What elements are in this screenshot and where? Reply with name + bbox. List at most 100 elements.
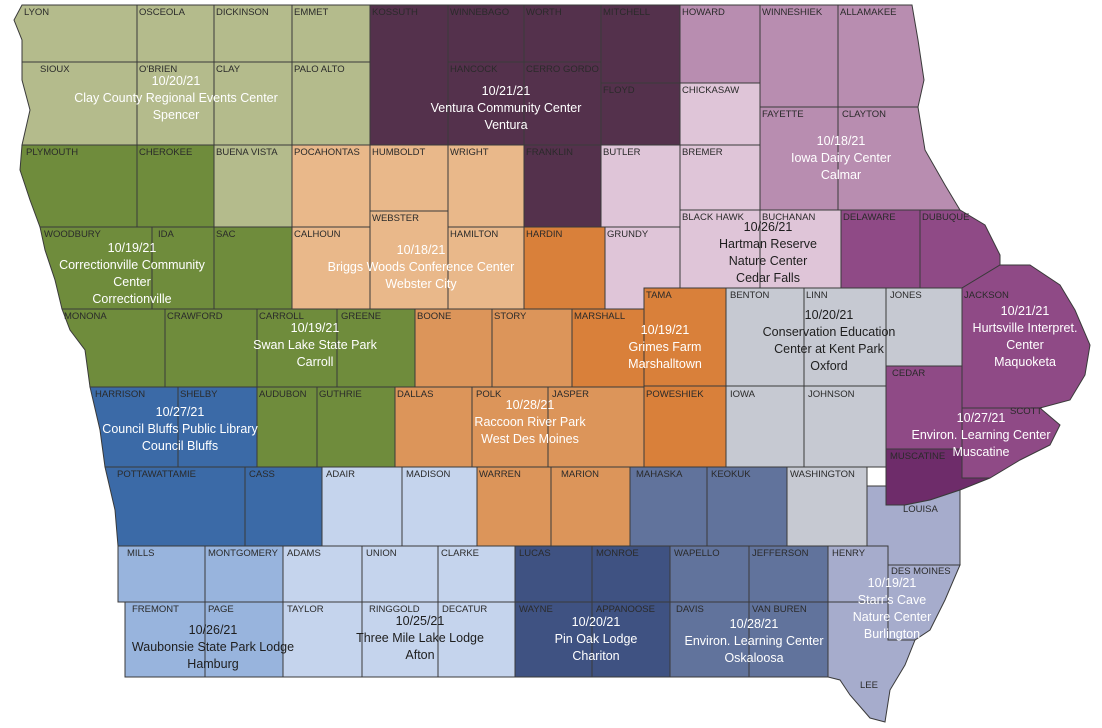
county-page — [204, 601, 284, 678]
event-city: Chariton — [572, 649, 620, 663]
county-lucas — [514, 545, 593, 603]
event-venue: Briggs Woods Conference Center — [327, 260, 515, 274]
event-oskaloosa: 10/28/21 Environ. Learning Center Oskalo… — [685, 616, 824, 667]
county-label-kossuth: KOSSUTH — [372, 7, 418, 18]
event-spencer: 10/20/21 Clay County Regional Events Cen… — [74, 73, 278, 124]
event-venue: Ventura Community Center — [430, 101, 582, 115]
event-venue: Hurtsville Interpret. — [972, 321, 1078, 335]
event-calmar: 10/18/21 Iowa Dairy Center Calmar — [791, 133, 891, 184]
county-label-carroll: CARROLL — [259, 311, 304, 322]
county-butler — [600, 144, 681, 228]
county-lee — [827, 601, 916, 723]
county-label-davis: DAVIS — [676, 604, 704, 615]
county-label-muscatine: MUSCATINE — [890, 451, 946, 462]
event-city: Oxford — [810, 359, 848, 373]
event-date: 10/20/21 — [804, 308, 854, 322]
event-correctionville: 10/19/21 Correctionville Community Cente… — [59, 240, 205, 308]
county-label-iowa: IOWA — [730, 389, 755, 400]
county-label-greene: GREENE — [341, 311, 382, 322]
event-date: 10/26/21 — [188, 623, 238, 637]
event-city: Cedar Falls — [736, 271, 800, 285]
county-label-crawford: CRAWFORD — [167, 311, 223, 322]
county-hardin — [523, 226, 606, 310]
event-cedar-falls: 10/26/21 Hartman Reserve Nature Center C… — [719, 219, 817, 287]
county-label-floyd: FLOYD — [603, 85, 635, 96]
county-label-adams: ADAMS — [287, 548, 321, 559]
county-label-monroe: MONROE — [596, 548, 639, 559]
county-winneshiek — [759, 4, 839, 108]
event-chariton: 10/20/21 Pin Oak Lodge Chariton — [555, 614, 638, 665]
county-label-hardin: HARDIN — [526, 229, 563, 240]
event-date: 10/19/21 — [640, 323, 690, 337]
county-label-clayton: CLAYTON — [842, 109, 886, 120]
county-label-cedar: CEDAR — [892, 368, 926, 379]
county-label-washington: WASHINGTON — [790, 469, 855, 480]
county-label-franklin: FRANKLIN — [526, 147, 573, 158]
county-label-johnson: JOHNSON — [808, 389, 855, 400]
county-label-lyon: LYON — [24, 7, 50, 18]
county-crawford — [164, 308, 258, 388]
county-montgomery — [204, 545, 284, 603]
event-city: Correctionville — [92, 292, 172, 306]
event-city: Spencer — [152, 108, 200, 122]
county-label-sac: SAC — [216, 229, 236, 240]
county-linn — [803, 287, 887, 387]
county-iowa — [725, 385, 805, 468]
county-label-mahaska: MAHASKA — [636, 469, 683, 480]
county-label-buena-vista: BUENA VISTA — [216, 147, 278, 158]
event-date: 10/27/21 — [956, 411, 1006, 425]
county-label-emmet: EMMET — [294, 7, 329, 18]
event-city: Oskaloosa — [724, 651, 784, 665]
event-date: 10/27/21 — [155, 405, 205, 419]
event-west-des-moines: 10/28/21 Raccoon River Park West Des Moi… — [474, 397, 585, 448]
county-cedar — [885, 365, 963, 450]
county-label-humboldt: HUMBOLDT — [372, 147, 426, 158]
event-burlington: 10/19/21 Starr's Cave Nature Center Burl… — [853, 575, 932, 643]
event-venue: Iowa Dairy Center — [790, 151, 892, 165]
county-label-pottawattamie: POTTAWATTAMIE — [117, 469, 196, 480]
county-shelby — [177, 386, 258, 468]
county-calhoun — [291, 226, 371, 310]
county-label-buchanan: BUCHANAN — [762, 212, 816, 223]
county-label-louisa: LOUISA — [903, 504, 938, 515]
county-label-hancock: HANCOCK — [450, 64, 498, 75]
event-oxford: 10/20/21 Conservation Education Center a… — [763, 307, 896, 375]
event-maquoketa: 10/21/21 Hurtsville Interpret. Center Ma… — [973, 303, 1078, 371]
county-label-jasper: JASPER — [552, 389, 589, 400]
county-label-henry: HENRY — [832, 548, 866, 559]
county-story — [491, 308, 573, 388]
event-venue: Environ. Learning Center — [684, 634, 824, 648]
event-ventura: 10/21/21 Ventura Community Center Ventur… — [431, 83, 582, 134]
county-label-wapello: WAPELLO — [674, 548, 720, 559]
event-afton: 10/25/21 Three Mile Lake Lodge Afton — [356, 613, 484, 664]
event-city: Webster City — [385, 277, 457, 291]
event-council-bluffs: 10/27/21 Council Bluffs Public Library C… — [102, 404, 257, 455]
event-date: 10/28/21 — [729, 617, 779, 631]
county-fayette — [759, 106, 839, 211]
county-label-fremont: FREMONT — [132, 604, 179, 615]
event-date: 10/28/21 — [505, 398, 555, 412]
event-date: 10/21/21 — [1000, 304, 1050, 318]
county-label-palo-alto: PALO ALTO — [294, 64, 345, 75]
county-label-scott: SCOTT — [1010, 406, 1043, 417]
county-label-cherokee: CHEROKEE — [139, 147, 193, 158]
event-city: Carroll — [296, 355, 334, 369]
county-van-buren — [748, 601, 829, 678]
event-date: 10/20/21 — [151, 74, 201, 88]
event-date: 10/25/21 — [395, 614, 445, 628]
county-audubon — [256, 386, 318, 468]
event-city: West Des Moines — [481, 432, 579, 446]
county-label-des-moines: DES MOINES — [891, 566, 951, 577]
county-label-osceola: OSCEOLA — [139, 7, 185, 18]
county-label-jefferson: JEFFERSON — [752, 548, 809, 559]
event-venue: Hartman Reserve — [719, 237, 817, 251]
county-label-dubuque: DUBUQUE — [922, 212, 970, 223]
county-label-winneshiek: WINNESHIEK — [762, 7, 823, 18]
county-wayne — [514, 601, 593, 678]
county-label-polk: POLK — [476, 389, 502, 400]
event-venue-cont: Center — [1006, 338, 1044, 352]
event-venue: Grimes Farm — [628, 340, 702, 354]
county-label-page: PAGE — [208, 604, 234, 615]
county-label-butler: BUTLER — [603, 147, 641, 158]
